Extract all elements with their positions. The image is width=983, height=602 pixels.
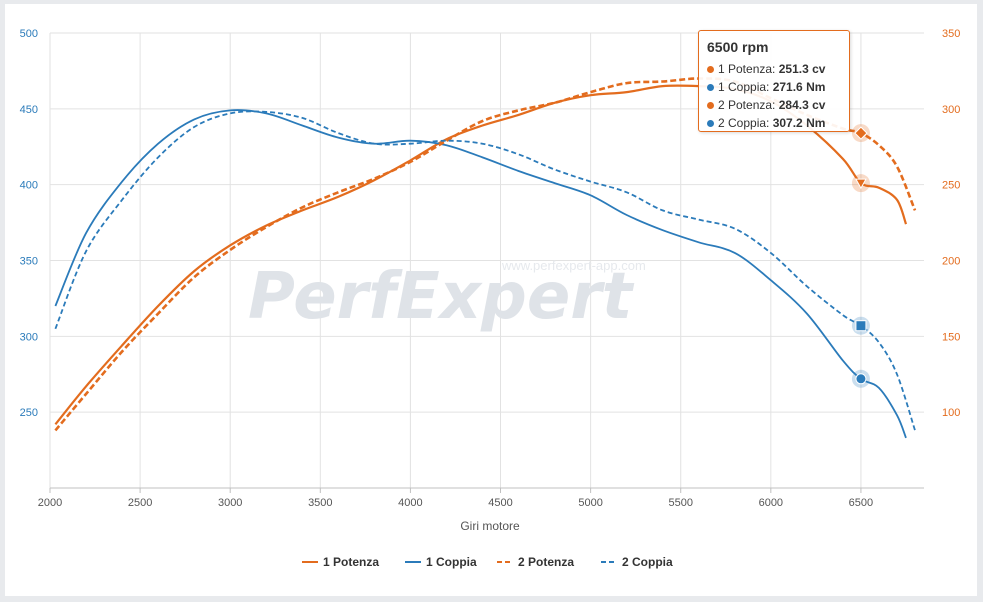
y-right-tick-label: 200 (942, 256, 960, 268)
dot-icon (707, 102, 714, 110)
marker-2-potenza (854, 126, 868, 140)
x-tick-label: 2000 (38, 497, 62, 509)
y-right-tick-label: 100 (942, 407, 960, 419)
tooltip-label: 2 Potenza: (718, 98, 779, 112)
legend-item-1-potenza: 1 Potenza (323, 555, 379, 569)
tooltip-value: 307.2 Nm (772, 116, 826, 130)
series-line-1-potenza (54, 84, 908, 425)
tooltip-label: 1 Coppia: (718, 80, 773, 94)
tooltip-value: 284.3 cv (778, 98, 826, 112)
hover-markers (851, 124, 870, 388)
x-tick-label: 3500 (308, 497, 332, 509)
y-left-tick-label: 450 (20, 104, 38, 116)
watermark-url: www.perfexpert-app.com (501, 258, 646, 273)
tooltip-row-1-coppia: 1 Coppia: 271.6 Nm (707, 80, 825, 94)
dot-icon (707, 66, 714, 74)
legend-item-2-coppia: 2 Coppia (622, 555, 673, 569)
tooltip: 6500 rpm 1 Potenza: 251.3 cv 1 Coppia: 2… (698, 30, 850, 132)
legend-item-1-coppia: 1 Coppia (426, 555, 477, 569)
y-right-tick-label: 300 (942, 104, 960, 116)
dot-icon (707, 84, 714, 92)
y-left-tick-label: 250 (20, 407, 38, 419)
x-tick-label: 6500 (849, 497, 873, 509)
x-tick-label: 2500 (128, 497, 152, 509)
tooltip-label: 1 Potenza: (718, 62, 779, 76)
axes: 2000 2500 3000 3500 4000 4500 5000 5500 6000 6500… (20, 28, 961, 509)
x-tick-label: 5000 (578, 497, 602, 509)
tooltip-row-1-potenza: 1 Potenza: 251.3 cv (707, 62, 825, 76)
dot-icon (707, 120, 714, 128)
marker-2-coppia (855, 320, 867, 332)
series-lines (54, 77, 917, 439)
tooltip-row-2-coppia: 2 Coppia: 307.2 Nm (707, 116, 825, 130)
tooltip-value: 271.6 Nm (772, 80, 826, 94)
y-left-tick-label: 500 (20, 28, 38, 40)
tooltip-label: 2 Coppia: (718, 116, 773, 130)
x-axis-label: Giri motore (460, 519, 520, 533)
tooltip-value: 251.3 cv (778, 62, 826, 76)
legend: 1 Potenza 1 Coppia 2 Potenza 2 Coppia (302, 555, 673, 569)
x-tick-label: 3000 (218, 497, 242, 509)
marker-1-coppia (855, 373, 867, 385)
series-line-1-coppia (54, 109, 907, 439)
y-left-tick-label: 350 (20, 256, 38, 268)
x-tick-label: 4500 (488, 497, 512, 509)
y-right-tick-label: 250 (942, 180, 960, 192)
x-tick-label: 5500 (668, 497, 692, 509)
marker-1-potenza (855, 178, 867, 190)
y-right-tick-label: 350 (942, 28, 960, 40)
y-right-tick-label: 150 (942, 331, 960, 343)
legend-item-2-potenza: 2 Potenza (518, 555, 574, 569)
y-left-tick-label: 400 (20, 180, 38, 192)
watermark-logo: PerfExpert (248, 260, 635, 334)
series-line-2-coppia (54, 110, 916, 431)
tooltip-row-2-potenza: 2 Potenza: 284.3 cv (707, 98, 825, 112)
y-left-tick-label: 300 (20, 331, 38, 343)
watermark: PerfExpert www.perfexpert-app.com (248, 258, 646, 334)
x-tick-label: 6000 (759, 497, 783, 509)
tooltip-title: 6500 rpm (707, 39, 769, 55)
x-tick-label: 4000 (398, 497, 422, 509)
